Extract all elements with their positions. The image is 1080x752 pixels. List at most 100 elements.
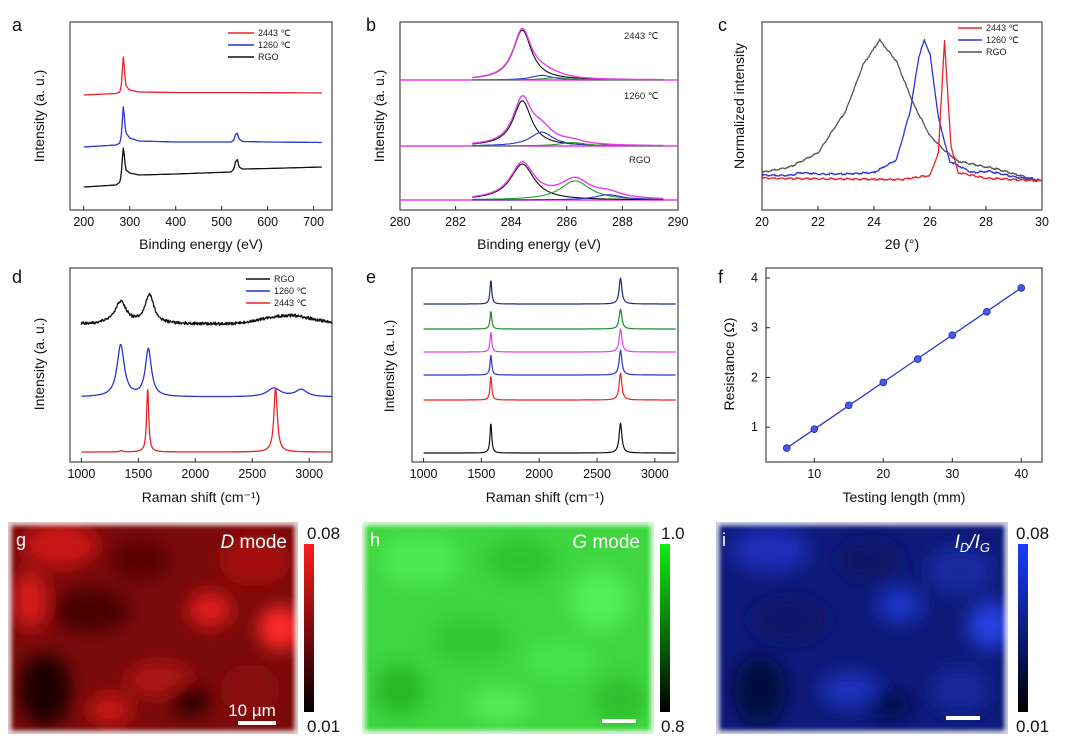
colorbar-max-h: 1.0 bbox=[661, 524, 685, 543]
scalebar-i bbox=[946, 716, 980, 720]
x-tick-label: 282 bbox=[445, 215, 466, 229]
y-axis-label-b: Intensity (a. u.) bbox=[371, 70, 387, 163]
x-axis-label-b: Binding energy (eV) bbox=[477, 236, 601, 252]
x-tick-label: 20 bbox=[876, 467, 890, 481]
colorbar-max-i: 0.08 bbox=[1016, 524, 1049, 543]
x-tick-label: 10 bbox=[807, 467, 821, 481]
panel-label-f: f bbox=[718, 267, 724, 287]
x-tick-label: 2000 bbox=[181, 467, 209, 481]
legend-label-2443: 2443 ℃ bbox=[986, 23, 1019, 33]
panel-label-d: d bbox=[12, 267, 22, 287]
legend-a: 2443 ℃ 1260 ℃ RGO bbox=[228, 28, 291, 62]
series-group-d bbox=[80, 292, 333, 453]
data-point bbox=[844, 401, 853, 410]
series-line-2443 bbox=[81, 387, 333, 453]
y-tick-label: 2 bbox=[751, 370, 758, 384]
fit-envelope-0 bbox=[472, 27, 664, 81]
fit-peak-2-2 bbox=[472, 194, 664, 201]
x-tick-label: 26 bbox=[923, 215, 937, 229]
x-tick-label: 600 bbox=[257, 215, 278, 229]
series-line-5 bbox=[423, 422, 676, 454]
plot-frame-a bbox=[69, 21, 333, 211]
x-tick-label: 20 bbox=[755, 215, 769, 229]
series-line-1260 bbox=[81, 343, 332, 398]
scalebar-label: 10 µm bbox=[228, 701, 276, 720]
series-line-1 bbox=[83, 106, 322, 148]
series-line-2 bbox=[761, 38, 1043, 182]
legend-label-rgo: RGO bbox=[258, 52, 279, 62]
panel-c: c 20 22 24 26 28 30 2443 ℃ 1260 ℃ RGO 2θ (°) … bbox=[718, 15, 1049, 252]
y-tick-label: 4 bbox=[751, 271, 758, 285]
series-group-f bbox=[782, 284, 1026, 452]
series-line-2 bbox=[83, 147, 322, 188]
x-tick-label: 28 bbox=[979, 215, 993, 229]
plot-frame-c bbox=[761, 21, 1043, 211]
series-line-0 bbox=[423, 277, 676, 305]
colorbar-g bbox=[304, 544, 314, 712]
ticks-b: 280 282 284 286 288 290 bbox=[390, 206, 688, 229]
data-point bbox=[879, 378, 888, 387]
annotation-rgo: RGO bbox=[629, 155, 651, 166]
panel-e: e 1000 1500 2000 2500 3000 Raman shift (cm⁻¹… bbox=[366, 267, 679, 505]
x-axis-label-c: 2θ (°) bbox=[885, 236, 919, 252]
fit-peak-1-2 bbox=[472, 141, 664, 147]
x-tick-label: 1000 bbox=[67, 467, 95, 481]
series-line-0 bbox=[83, 56, 322, 96]
panel-label-e: e bbox=[366, 267, 376, 287]
x-tick-label: 2000 bbox=[525, 467, 553, 481]
ticks-a: 200 300 400 500 600 700 bbox=[73, 206, 324, 229]
x-tick-label: 400 bbox=[165, 215, 186, 229]
legend-label-2443: 2443 ℃ bbox=[258, 28, 291, 38]
map-panel-h: h G mode 1.0 0.8 bbox=[362, 522, 685, 736]
series-group-e bbox=[423, 277, 676, 454]
series-line-1 bbox=[423, 308, 676, 330]
data-point bbox=[948, 331, 957, 339]
x-tick-label: 2500 bbox=[583, 467, 611, 481]
legend-label-rgo: RGO bbox=[986, 47, 1007, 57]
x-tick-label: 1500 bbox=[124, 467, 152, 481]
series-line-4 bbox=[423, 372, 676, 401]
ticks-c: 20 22 24 26 28 30 bbox=[755, 206, 1049, 229]
x-tick-label: 3000 bbox=[641, 467, 669, 481]
panel-label-b: b bbox=[366, 15, 376, 35]
fit-envelope-1 bbox=[472, 95, 664, 147]
panel-b: b 280 282 284 286 288 290 2443 ℃ 1260 ℃ RGO B… bbox=[366, 15, 688, 252]
x-tick-label: 1500 bbox=[467, 467, 495, 481]
plot-frame-d bbox=[69, 267, 333, 463]
x-tick-label: 24 bbox=[867, 215, 881, 229]
colorbar-max-g: 0.08 bbox=[307, 524, 340, 543]
x-tick-label: 284 bbox=[501, 215, 522, 229]
x-tick-label: 3000 bbox=[295, 467, 323, 481]
raman-map-id-ig bbox=[716, 522, 1008, 734]
colorbar-i bbox=[1018, 544, 1028, 712]
map-title-g: D mode bbox=[220, 532, 287, 553]
y-tick-label: 1 bbox=[751, 420, 758, 434]
y-tick-label: 3 bbox=[751, 321, 758, 335]
fit-envelope-2 bbox=[472, 161, 664, 200]
data-point bbox=[782, 444, 791, 452]
series-line-1 bbox=[761, 38, 1043, 182]
panel-label-a: a bbox=[12, 15, 23, 35]
x-axis-label-d: Raman shift (cm⁻¹) bbox=[142, 489, 261, 505]
fit-line bbox=[786, 287, 1022, 449]
annotation-2443: 2443 ℃ bbox=[624, 31, 659, 42]
series-line-3 bbox=[423, 349, 676, 376]
y-axis-label-f: Resistance (Ω) bbox=[721, 318, 737, 411]
panel-d: d 1000 1500 2000 2500 3000 RGO 1260 ℃ 2443 ℃… bbox=[12, 267, 333, 505]
fit-peak-1-0 bbox=[472, 100, 664, 147]
legend-label-rgo: RGO bbox=[274, 274, 295, 284]
y-axis-label-d: Intensity (a. u.) bbox=[31, 318, 47, 411]
map-title-h: G mode bbox=[572, 532, 640, 553]
x-axis-label-e: Raman shift (cm⁻¹) bbox=[486, 489, 605, 505]
ticks-e: 1000 1500 2000 2500 3000 bbox=[410, 458, 669, 481]
fit-peak-2-0 bbox=[472, 163, 664, 201]
data-point bbox=[810, 425, 819, 433]
series-line-0 bbox=[761, 40, 1043, 183]
x-tick-label: 286 bbox=[556, 215, 577, 229]
panel-label-g: g bbox=[16, 530, 26, 550]
legend-label-1260: 1260 ℃ bbox=[258, 40, 291, 50]
legend-label-1260: 1260 ℃ bbox=[274, 286, 307, 296]
panel-f: f 10 20 30 40 1 2 3 4 Testing length (mm) Resis… bbox=[718, 267, 1043, 505]
annotation-1260: 1260 ℃ bbox=[624, 91, 659, 102]
